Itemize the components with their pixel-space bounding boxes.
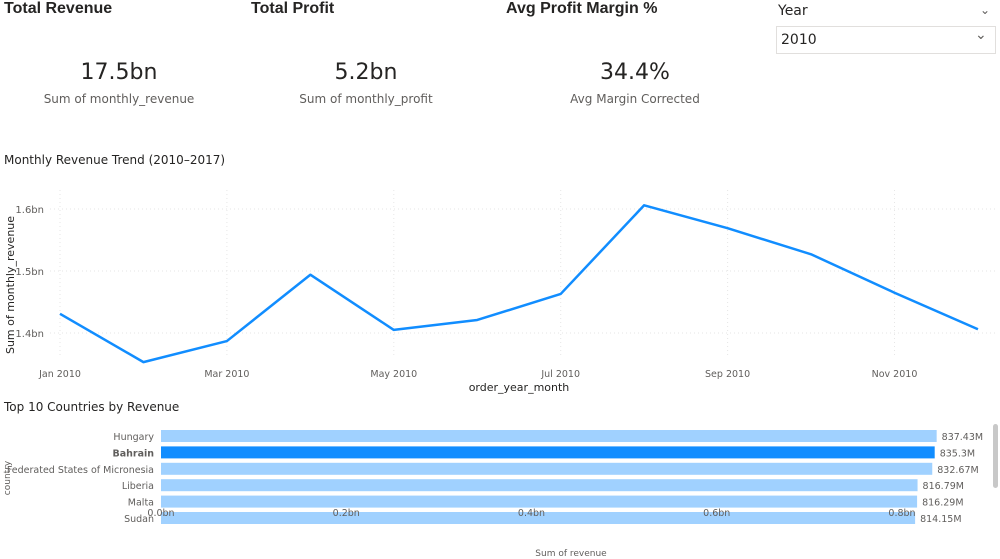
bar-malta: [161, 495, 918, 508]
chevron-down-icon[interactable]: ⌄: [980, 3, 991, 17]
bar-sudan: [161, 512, 916, 524]
y-tick-label: 1.5bn: [15, 267, 44, 278]
kpi-value: 34.4%: [600, 60, 670, 85]
category-label: Bahrain: [112, 448, 154, 459]
category-label: Federated States of Micronesia: [7, 465, 154, 476]
data-label: 832.67M: [937, 465, 978, 476]
bar-bahrain: [161, 446, 935, 459]
scrollbar[interactable]: [993, 424, 998, 488]
kpi-value: 17.5bn: [80, 60, 158, 85]
bar-chart-title: Top 10 Countries by Revenue: [4, 400, 180, 414]
bar-hungary: [161, 430, 937, 442]
x-tick-label: 0.6bn: [703, 508, 730, 519]
kpi-value: 5.2bn: [334, 60, 398, 85]
x-tick-label: 0.8bn: [888, 508, 915, 519]
y-axis-title: Sum of monthly_revenue: [4, 216, 17, 354]
y-tick-label: 1.6bn: [15, 205, 44, 216]
chevron-down-icon: ⌄: [975, 27, 987, 43]
category-label: Liberia: [122, 481, 154, 492]
x-tick-label: Mar 2010: [204, 369, 249, 380]
x-axis-title: Sum of revenue: [535, 549, 607, 559]
kpi-subtitle: Sum of monthly_revenue: [43, 92, 195, 106]
y-tick-label: 1.4bn: [15, 329, 44, 340]
kpi-subtitle: Avg Margin Corrected: [570, 92, 700, 106]
line-chart: 1.4bn 1.5bn 1.6bn Jan 2010 Mar 2010 May 2010 J…: [4, 190, 995, 394]
x-tick-label: Jul 2010: [540, 369, 580, 380]
slicer-label: Year: [778, 3, 808, 19]
kpi-subtitle: Sum of monthly_profit: [299, 92, 433, 106]
category-label: Hungary: [113, 432, 154, 443]
bar-liberia: [161, 479, 918, 492]
y-axis-title: country: [3, 460, 13, 495]
x-tick-label: Jan 2010: [38, 369, 81, 380]
line-chart-title: Monthly Revenue Trend (2010–2017): [4, 153, 226, 167]
data-label: 837.43M: [942, 432, 983, 443]
category-label: Sudan: [124, 514, 154, 525]
bar-federated-states-of-micronesia: [161, 462, 933, 475]
selected-year: 2010: [781, 32, 817, 48]
x-tick-label: Nov 2010: [872, 369, 918, 380]
year-dropdown[interactable]: 2010 ⌄: [776, 26, 996, 54]
x-tick-label: May 2010: [370, 369, 417, 380]
x-tick-label: 0.0bn: [147, 508, 174, 519]
x-axis-title: order_year_month: [469, 381, 570, 394]
revenue-line: [59, 204, 979, 364]
x-tick-label: Sep 2010: [705, 369, 750, 380]
kpi-title: Avg Profit Margin %: [506, 0, 658, 17]
kpi-title: Total Profit: [251, 0, 335, 17]
bar-chart: Hungary 837.43M Bahrain 835.3M Federated Sta…: [3, 424, 998, 559]
data-label: 814.15M: [920, 514, 961, 525]
data-label: 835.3M: [940, 448, 975, 459]
data-label: 816.29M: [922, 498, 963, 509]
category-label: Malta: [128, 498, 154, 509]
data-label: 816.79M: [923, 481, 964, 492]
x-tick-label: 0.2bn: [333, 508, 360, 519]
x-tick-label: 0.4bn: [518, 508, 545, 519]
kpi-title: Total Revenue: [4, 0, 113, 17]
